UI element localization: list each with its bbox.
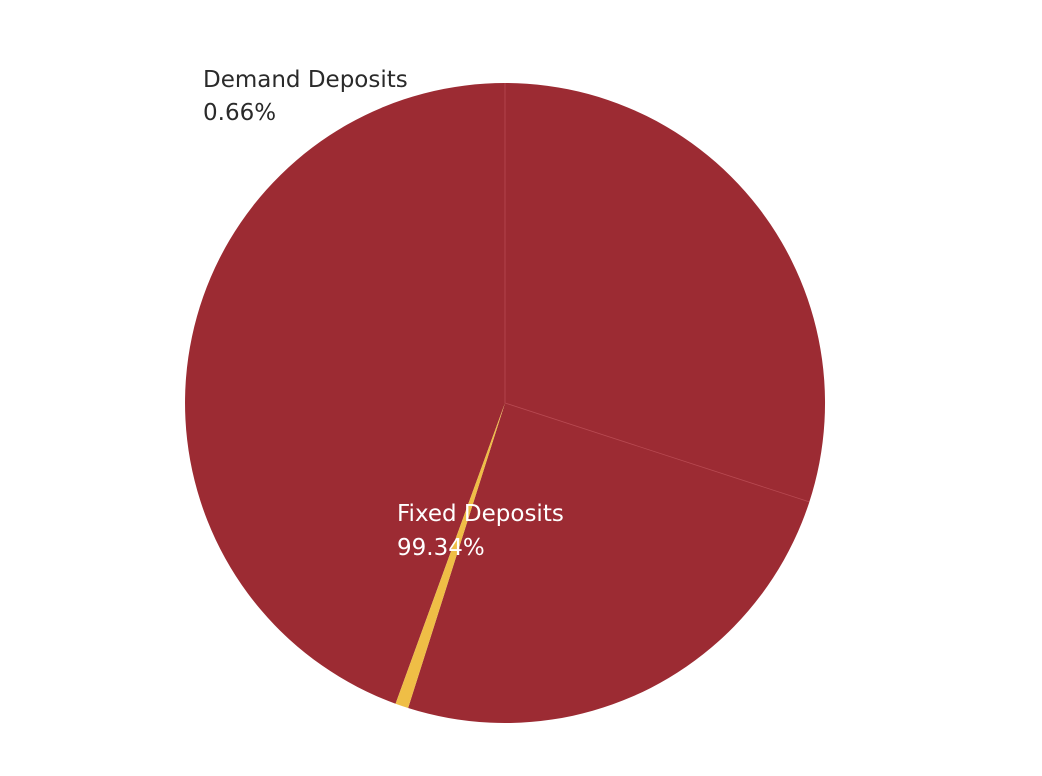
labels-layer: Fixed Deposits 99.34% Demand Deposits 0.… [203, 67, 571, 561]
fixed-deposits-value: 99.34% [397, 535, 485, 561]
fixed-deposits-label: Fixed Deposits 99.34% [397, 501, 571, 561]
demand-deposits-label: Demand Deposits 0.66% [203, 67, 415, 126]
demand-deposits-name: Demand Deposits [203, 67, 408, 93]
fixed-deposits-name: Fixed Deposits [397, 501, 564, 527]
separator-layer [504, 83, 810, 503]
pie-slice-demand-deposits [395, 403, 505, 708]
slice-separator-line-2 [504, 402, 810, 503]
demand-deposits-value: 0.66% [203, 100, 276, 126]
